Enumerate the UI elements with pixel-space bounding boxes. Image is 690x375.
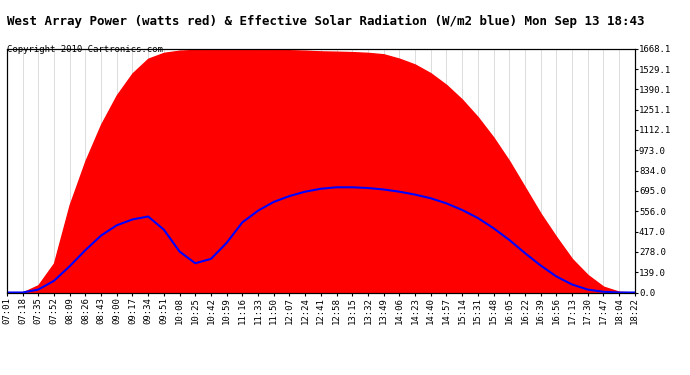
Text: Copyright 2010 Cartronics.com: Copyright 2010 Cartronics.com bbox=[7, 45, 163, 54]
Text: West Array Power (watts red) & Effective Solar Radiation (W/m2 blue) Mon Sep 13 : West Array Power (watts red) & Effective… bbox=[7, 15, 644, 28]
